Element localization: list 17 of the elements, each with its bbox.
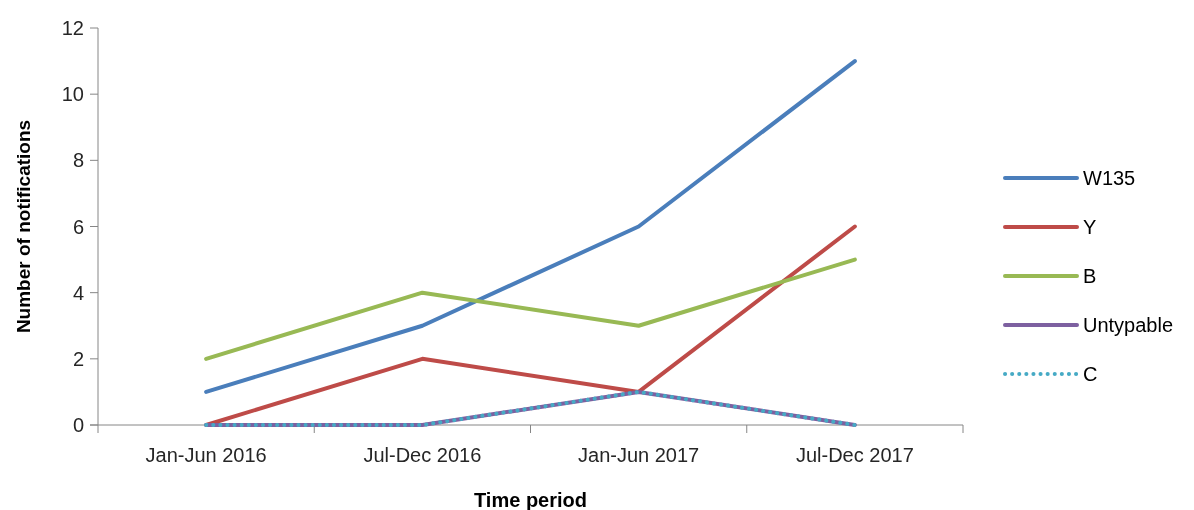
- y-tick-label: 4: [72, 281, 84, 304]
- y-axis-title: Number of notifications: [13, 119, 34, 334]
- y-tick-label: 8: [72, 149, 84, 172]
- legend-label: B: [1083, 265, 1097, 287]
- y-tick-label: 2: [72, 347, 84, 370]
- legend-label: Untypable: [1083, 314, 1174, 336]
- x-tick-label: Jul-Dec 2017: [795, 444, 914, 466]
- legend-label: W135: [1083, 167, 1136, 189]
- x-tick-label: Jul-Dec 2016: [363, 444, 482, 466]
- y-tick-label: 0: [72, 414, 84, 436]
- x-tick-label: Jan-Jun 2017: [578, 444, 700, 466]
- y-tick-label: 6: [72, 215, 84, 238]
- y-tick-label: 10: [61, 83, 84, 106]
- legend-label: C: [1083, 363, 1098, 385]
- y-tick-label: 12: [61, 17, 84, 39]
- x-tick-label: Jan-Jun 2016: [145, 444, 267, 466]
- legend-label: Y: [1083, 216, 1097, 238]
